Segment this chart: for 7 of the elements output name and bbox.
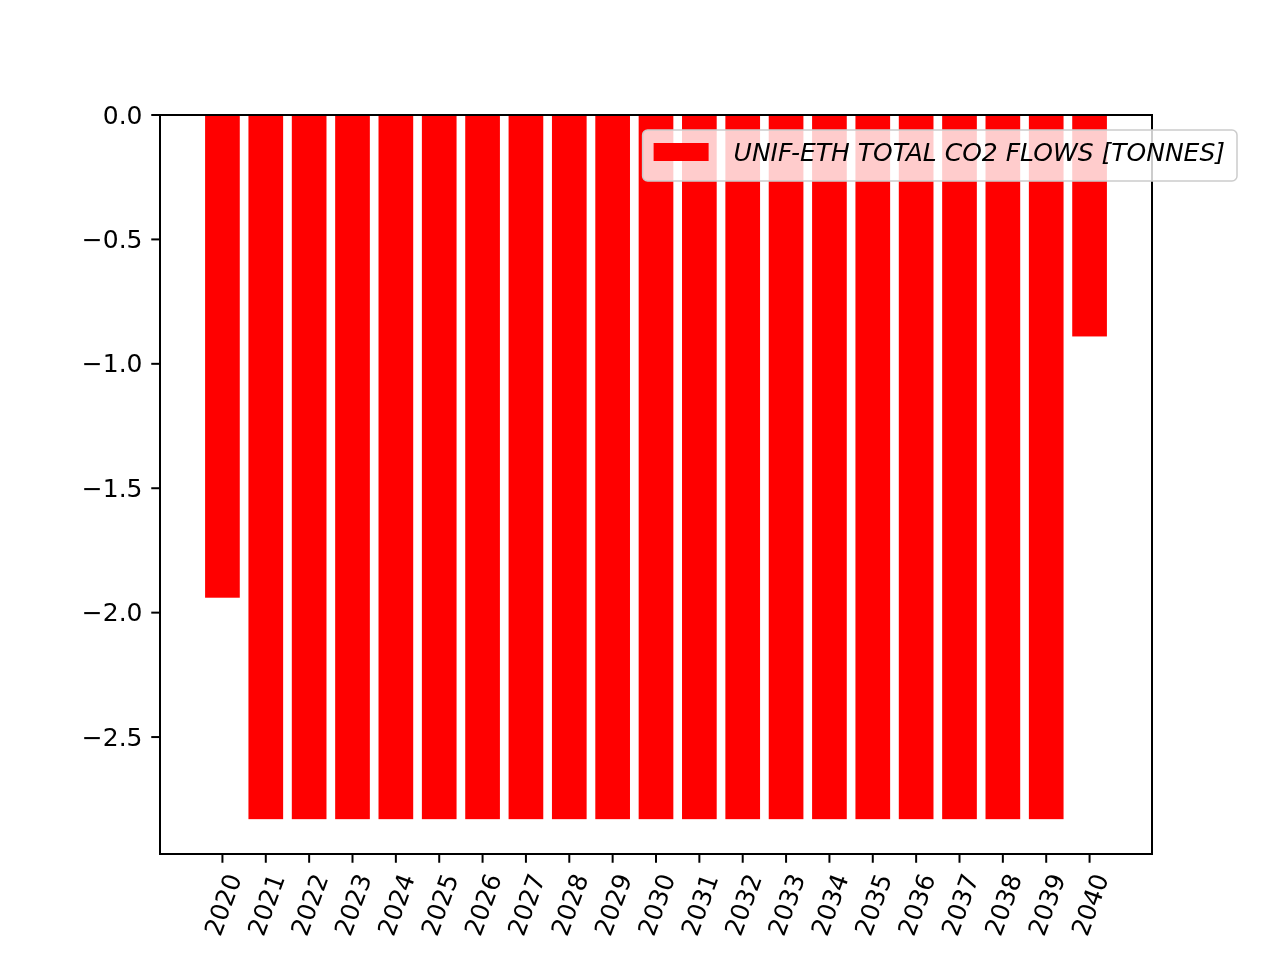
y-tick-label: −2.0 [81,598,143,628]
y-tick-label: −2.5 [81,722,143,752]
legend-label: UNIF-ETH TOTAL CO2 FLOWS [TONNES] [733,138,1226,167]
y-tick-label: −1.0 [81,349,143,379]
y-tick-label: 0.0 [102,100,143,130]
y-tick-label: −1.5 [81,473,143,503]
y-tick-label: −0.5 [81,224,143,254]
